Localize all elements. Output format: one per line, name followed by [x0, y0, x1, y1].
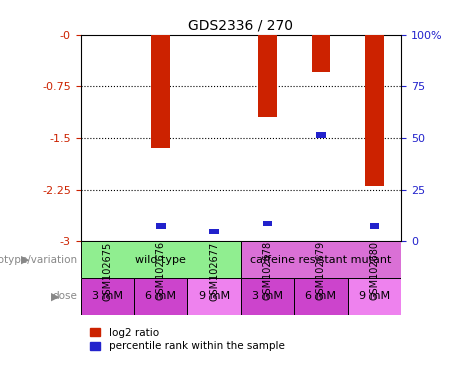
Bar — [209, 229, 219, 235]
Legend: log2 ratio, percentile rank within the sample: log2 ratio, percentile rank within the s… — [86, 324, 289, 355]
Text: wild type: wild type — [136, 255, 186, 265]
Text: GSM102678: GSM102678 — [263, 242, 272, 300]
Text: 6 mM: 6 mM — [145, 291, 176, 301]
Text: 9 mM: 9 mM — [359, 291, 390, 301]
Bar — [294, 278, 348, 315]
Bar — [312, 35, 331, 73]
Bar — [241, 242, 401, 278]
Bar — [188, 278, 241, 315]
Bar — [348, 278, 401, 315]
Bar — [156, 223, 165, 229]
Bar — [134, 278, 188, 315]
Bar — [81, 278, 134, 315]
Text: GSM102679: GSM102679 — [316, 242, 326, 300]
Bar — [241, 278, 294, 315]
Bar — [370, 223, 379, 229]
Text: GSM102676: GSM102676 — [156, 242, 166, 300]
Bar — [365, 35, 384, 186]
Bar — [81, 242, 241, 278]
Text: dose: dose — [53, 291, 77, 301]
Text: ▶: ▶ — [21, 255, 30, 265]
Text: 3 mM: 3 mM — [92, 291, 123, 301]
Text: 6 mM: 6 mM — [306, 291, 337, 301]
Text: GSM102677: GSM102677 — [209, 242, 219, 301]
Bar — [263, 221, 272, 226]
Text: GSM102675: GSM102675 — [102, 242, 112, 301]
Text: genotype/variation: genotype/variation — [0, 255, 77, 265]
Bar — [151, 35, 170, 148]
Bar — [316, 132, 326, 138]
Text: caffeine resistant mutant: caffeine resistant mutant — [250, 255, 392, 265]
Text: GSM102680: GSM102680 — [369, 242, 379, 300]
Text: ▶: ▶ — [51, 291, 59, 301]
Title: GDS2336 / 270: GDS2336 / 270 — [189, 18, 293, 32]
Text: 9 mM: 9 mM — [199, 291, 230, 301]
Bar — [258, 35, 277, 117]
Text: 3 mM: 3 mM — [252, 291, 283, 301]
